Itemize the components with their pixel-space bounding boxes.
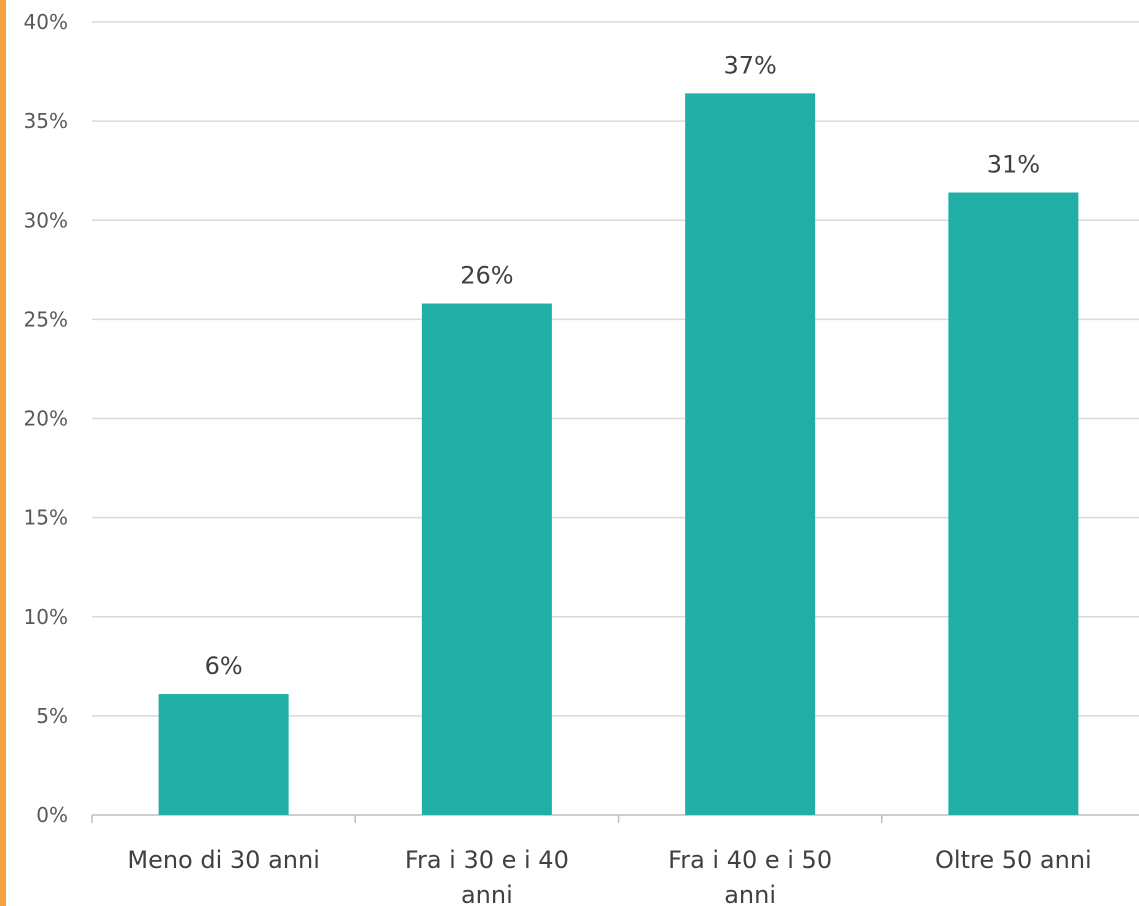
y-tick-label: 10% bbox=[24, 605, 68, 629]
bar bbox=[421, 303, 552, 815]
category-label: anni bbox=[724, 881, 776, 906]
bar-chart: 0% 5% 10% 15% 20% 25% 30% 35% 40% 6% Meno di 30 an… bbox=[24, 10, 1139, 906]
category-label: Meno di 30 anni bbox=[127, 846, 320, 874]
category-label: Oltre 50 anni bbox=[935, 846, 1092, 874]
data-label: 31% bbox=[987, 150, 1040, 178]
data-label: 37% bbox=[723, 51, 776, 79]
y-tick-label: 35% bbox=[24, 109, 68, 133]
y-tick-label: 25% bbox=[24, 307, 68, 331]
data-label: 26% bbox=[460, 262, 513, 290]
category-label: Fra i 30 e i 40 bbox=[405, 846, 569, 874]
y-tick-label: 20% bbox=[24, 407, 68, 431]
y-tick-label: 40% bbox=[24, 10, 68, 34]
data-label: 6% bbox=[205, 652, 243, 680]
y-tick-label: 15% bbox=[24, 506, 68, 530]
y-tick-label: 30% bbox=[24, 208, 68, 232]
bar bbox=[158, 694, 289, 815]
bar bbox=[685, 93, 816, 816]
y-tick-label: 0% bbox=[36, 803, 68, 827]
bar bbox=[948, 192, 1079, 815]
y-tick-label: 5% bbox=[36, 704, 68, 728]
category-label: Fra i 40 e i 50 bbox=[668, 846, 832, 874]
category-label: anni bbox=[461, 881, 513, 906]
